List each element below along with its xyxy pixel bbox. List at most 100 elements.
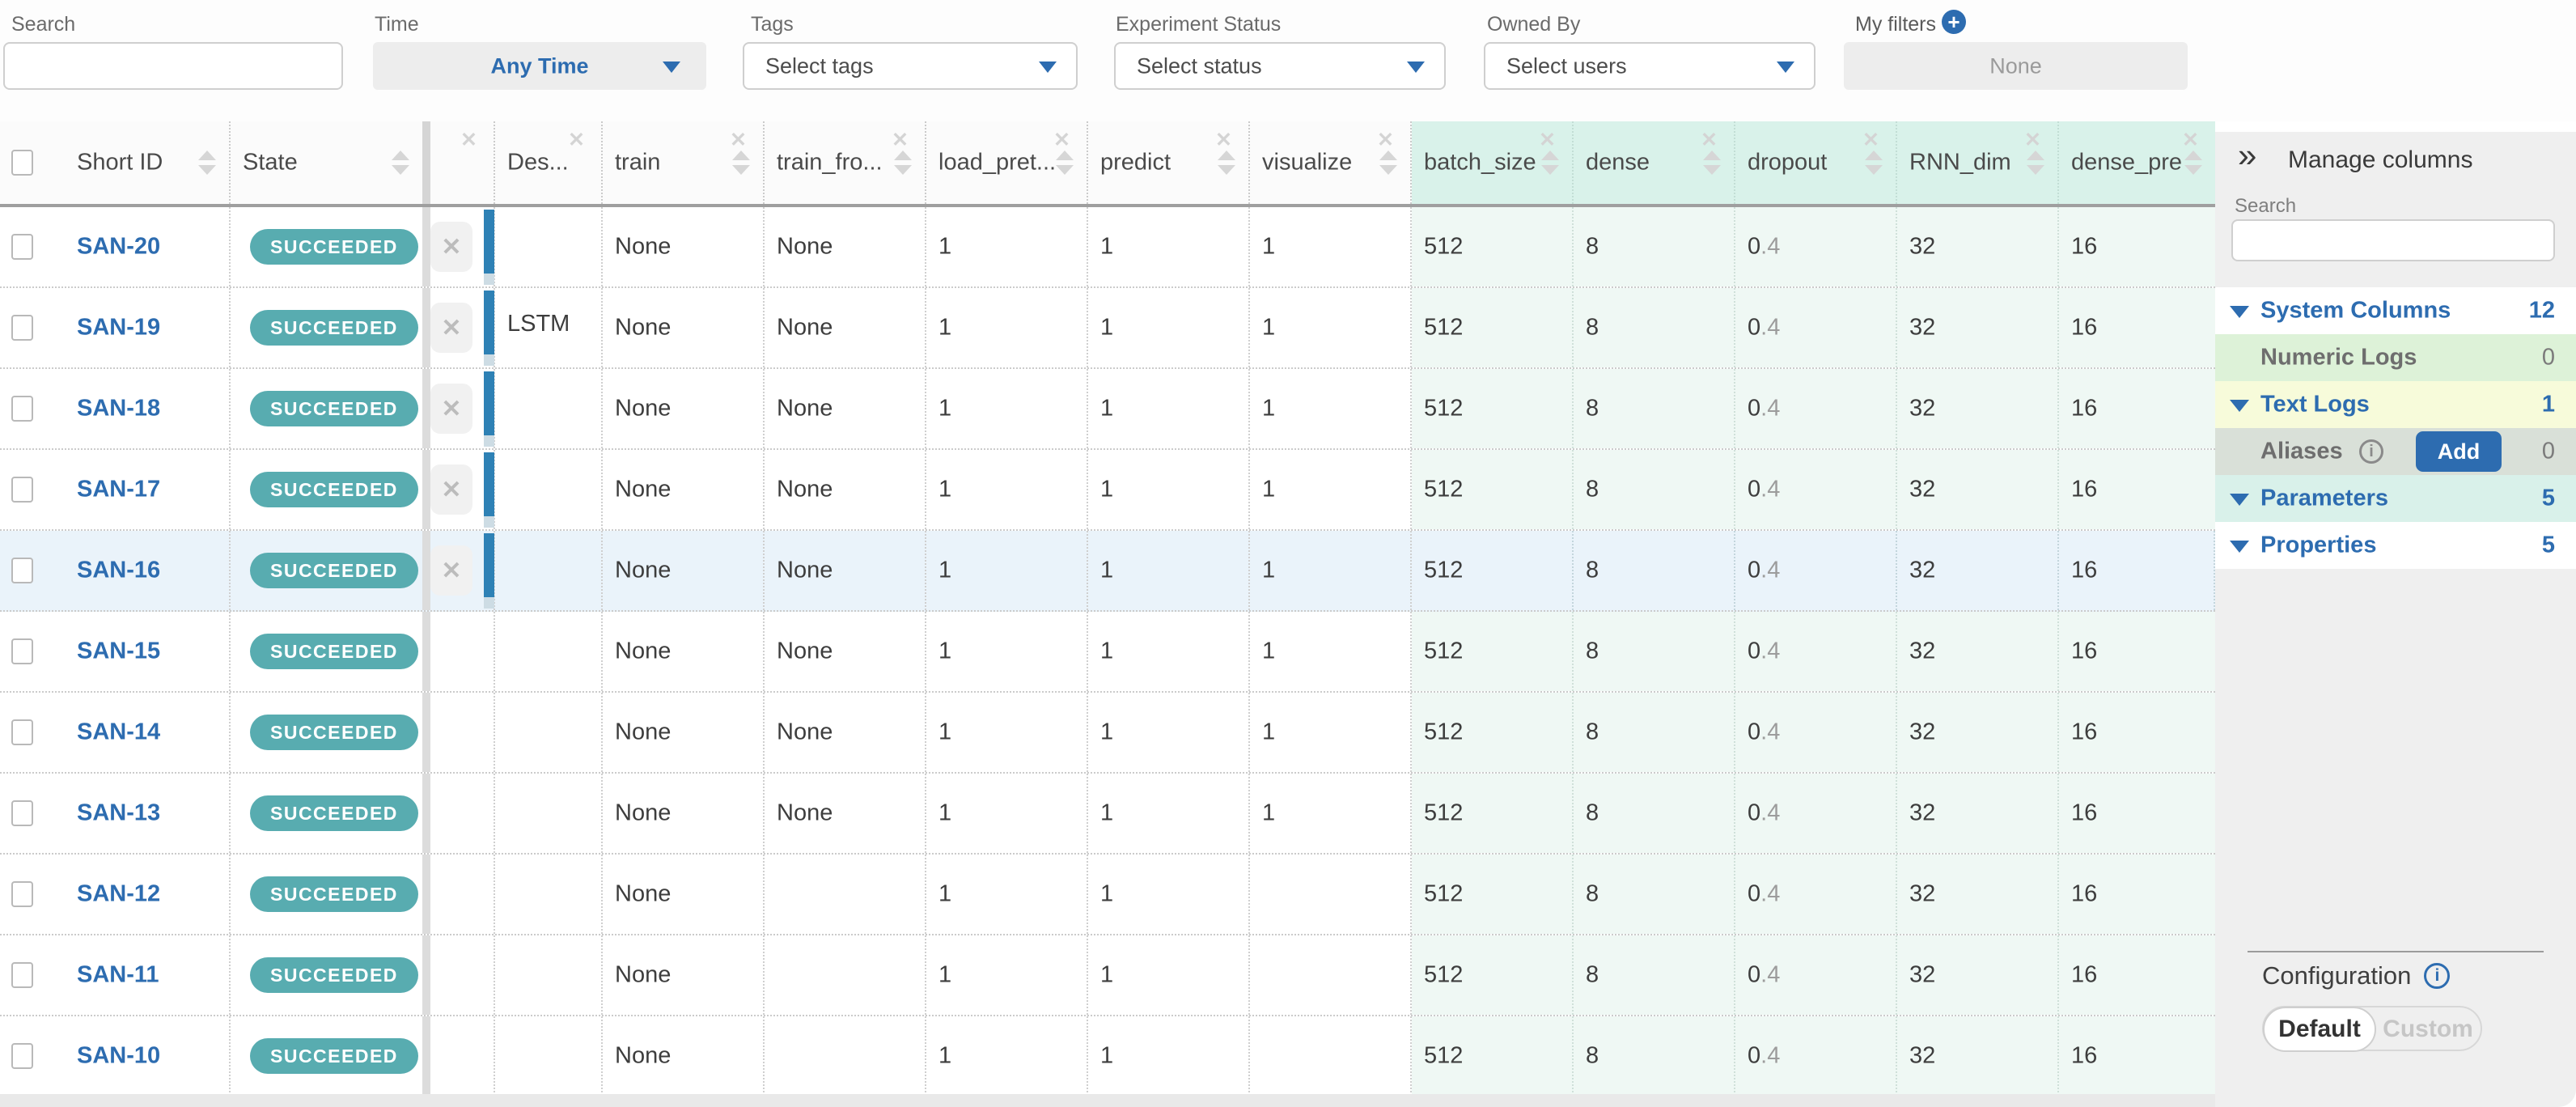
remove-run-button[interactable]: ✕ bbox=[430, 545, 472, 596]
time-filter-dropdown[interactable]: Any Time bbox=[373, 42, 706, 90]
sort-column-control[interactable] bbox=[1056, 151, 1074, 175]
remove-run-button[interactable]: ✕ bbox=[430, 303, 472, 353]
sort-column-control[interactable] bbox=[894, 151, 912, 175]
configuration-custom-button[interactable]: Custom bbox=[2383, 1016, 2473, 1042]
table-row[interactable]: SAN-18 SUCCEEDED ✕ None None 1 1 1 512 8 0.4 32 16 bbox=[0, 369, 2215, 450]
close-column-icon[interactable]: ✕ bbox=[1539, 129, 1556, 151]
table-row[interactable]: SAN-10 SUCCEEDED None 1 1 512 8 0.4 32 16 bbox=[0, 1016, 2215, 1094]
table-row[interactable]: SAN-16 SUCCEEDED ✕ None None 1 1 1 512 8 0.4 32 16 bbox=[0, 531, 2215, 612]
remove-run-button[interactable]: ✕ bbox=[430, 222, 472, 272]
panel-search-input[interactable] bbox=[2233, 221, 2553, 260]
panel-section-properties[interactable]: Properties 5 bbox=[2215, 522, 2576, 569]
dropout-cell: 0.4 bbox=[1735, 935, 1897, 1015]
section-expand-icon[interactable] bbox=[2230, 494, 2249, 506]
close-column-icon[interactable]: ✕ bbox=[2024, 129, 2041, 151]
collapse-panel-icon[interactable]: » bbox=[2238, 136, 2257, 174]
row-checkbox[interactable] bbox=[11, 719, 33, 745]
my-filters-value-box[interactable]: None bbox=[1844, 42, 2188, 90]
close-column-icon[interactable]: ✕ bbox=[460, 129, 477, 151]
table-row[interactable]: SAN-11 SUCCEEDED None 1 1 512 8 0.4 32 16 bbox=[0, 935, 2215, 1016]
row-checkbox-cell bbox=[0, 531, 49, 610]
close-column-icon[interactable]: ✕ bbox=[1215, 129, 1232, 151]
sort-column-control[interactable] bbox=[732, 151, 750, 175]
close-column-icon[interactable]: ✕ bbox=[1701, 129, 1718, 151]
table-row[interactable]: SAN-15 SUCCEEDED None None 1 1 1 512 8 0.4 32 16 bbox=[0, 612, 2215, 693]
panel-section-parameters[interactable]: Parameters 5 bbox=[2215, 475, 2576, 522]
panel-section-numeric-logs[interactable]: Numeric Logs 0 bbox=[2215, 334, 2576, 381]
row-checkbox[interactable] bbox=[11, 638, 33, 664]
run-id-link[interactable]: SAN-12 bbox=[77, 880, 161, 907]
row-checkbox[interactable] bbox=[11, 234, 33, 260]
run-id-link[interactable]: SAN-19 bbox=[77, 314, 161, 341]
sort-column-control[interactable] bbox=[1865, 151, 1883, 175]
horizontal-scrollbar[interactable] bbox=[0, 1094, 2215, 1107]
close-column-icon[interactable]: ✕ bbox=[1862, 129, 1879, 151]
table-row[interactable]: SAN-12 SUCCEEDED None 1 1 512 8 0.4 32 16 bbox=[0, 855, 2215, 935]
close-column-icon[interactable]: ✕ bbox=[892, 129, 909, 151]
run-id-link[interactable]: SAN-20 bbox=[77, 233, 161, 260]
dropout-significant-digits: 0 bbox=[1748, 1042, 1761, 1069]
run-id-link[interactable]: SAN-18 bbox=[77, 395, 161, 422]
sort-column-control[interactable] bbox=[2184, 151, 2202, 175]
row-checkbox[interactable] bbox=[11, 800, 33, 826]
column-header-train_from: train_fro... ✕ bbox=[765, 121, 926, 204]
table-row[interactable]: SAN-19 SUCCEEDED ✕ LSTM None None 1 1 1 512 8 0.4 32… bbox=[0, 288, 2215, 369]
status-filter-dropdown[interactable]: Select status bbox=[1114, 42, 1446, 90]
add-aliases-button[interactable]: Add bbox=[2416, 431, 2502, 472]
remove-run-button[interactable]: ✕ bbox=[430, 384, 472, 434]
row-checkbox[interactable] bbox=[11, 1043, 33, 1069]
close-column-icon[interactable]: ✕ bbox=[2182, 129, 2199, 151]
select-all-checkbox[interactable] bbox=[11, 150, 33, 176]
section-expand-icon[interactable] bbox=[2230, 400, 2249, 412]
run-id-link[interactable]: SAN-17 bbox=[77, 476, 161, 503]
panel-section-text-logs[interactable]: Text Logs 1 bbox=[2215, 381, 2576, 428]
panel-section-system-columns[interactable]: System Columns 12 bbox=[2215, 287, 2576, 334]
table-row[interactable]: SAN-17 SUCCEEDED ✕ None None 1 1 1 512 8 0.4 32 16 bbox=[0, 450, 2215, 531]
sort-column-control[interactable] bbox=[1379, 151, 1397, 175]
table-row[interactable]: SAN-13 SUCCEEDED None None 1 1 1 512 8 0.4 32 16 bbox=[0, 774, 2215, 855]
run-id-link[interactable]: SAN-16 bbox=[77, 557, 161, 583]
run-id-link[interactable]: SAN-13 bbox=[77, 800, 161, 826]
info-icon[interactable]: i bbox=[2424, 963, 2451, 989]
close-column-icon[interactable]: ✕ bbox=[1053, 129, 1070, 151]
info-icon[interactable]: i bbox=[2359, 439, 2383, 464]
section-expand-icon[interactable] bbox=[2230, 306, 2249, 318]
section-expand-icon[interactable] bbox=[2230, 541, 2249, 553]
add-filter-icon[interactable]: + bbox=[1942, 10, 1966, 34]
cell-value: 1 bbox=[938, 880, 952, 907]
sort-column-control[interactable] bbox=[392, 151, 409, 175]
sort-column-control[interactable] bbox=[1703, 151, 1721, 175]
tags-filter-dropdown[interactable]: Select tags bbox=[743, 42, 1078, 90]
configuration-default-button[interactable]: Default bbox=[2263, 1007, 2376, 1052]
sort-column-control[interactable] bbox=[198, 151, 216, 175]
column-header-load_pret: load_pret... ✕ bbox=[926, 121, 1088, 204]
run-id-link[interactable]: SAN-14 bbox=[77, 719, 161, 745]
table-row[interactable]: SAN-14 SUCCEEDED None None 1 1 1 512 8 0.4 32 16 bbox=[0, 693, 2215, 774]
close-column-icon[interactable]: ✕ bbox=[1377, 129, 1394, 151]
run-id-link[interactable]: SAN-10 bbox=[77, 1042, 161, 1069]
row-checkbox[interactable] bbox=[11, 315, 33, 341]
close-column-icon[interactable]: ✕ bbox=[730, 129, 747, 151]
search-input[interactable] bbox=[5, 44, 341, 88]
table-row[interactable]: SAN-20 SUCCEEDED ✕ None None 1 1 1 512 8 0.4 32 16 bbox=[0, 207, 2215, 288]
load_pret-cell: 1 bbox=[926, 450, 1088, 529]
run-id-link[interactable]: SAN-15 bbox=[77, 638, 161, 664]
row-checkbox[interactable] bbox=[11, 962, 33, 988]
row-checkbox[interactable] bbox=[11, 558, 33, 583]
remove-run-button[interactable]: ✕ bbox=[430, 464, 472, 515]
run-id-link[interactable]: SAN-11 bbox=[77, 961, 159, 988]
dense-cell: 8 bbox=[1574, 855, 1735, 934]
sort-column-control[interactable] bbox=[1541, 151, 1559, 175]
sort-column-control[interactable] bbox=[1218, 151, 1235, 175]
section-count: 5 bbox=[2541, 485, 2555, 511]
sort-column-control[interactable] bbox=[2027, 151, 2044, 175]
row-checkbox[interactable] bbox=[11, 396, 33, 422]
owner-filter-dropdown[interactable]: Select users bbox=[1484, 42, 1815, 90]
batch_size-cell: 512 bbox=[1412, 1016, 1574, 1094]
panel-section-aliases[interactable]: Aliases i Add 0 bbox=[2215, 428, 2576, 475]
row-checkbox[interactable] bbox=[11, 477, 33, 503]
row-checkbox[interactable] bbox=[11, 881, 33, 907]
close-column-icon[interactable]: ✕ bbox=[568, 129, 585, 151]
row-checkbox-cell bbox=[0, 855, 49, 934]
cell-value: 32 bbox=[1909, 880, 1936, 907]
